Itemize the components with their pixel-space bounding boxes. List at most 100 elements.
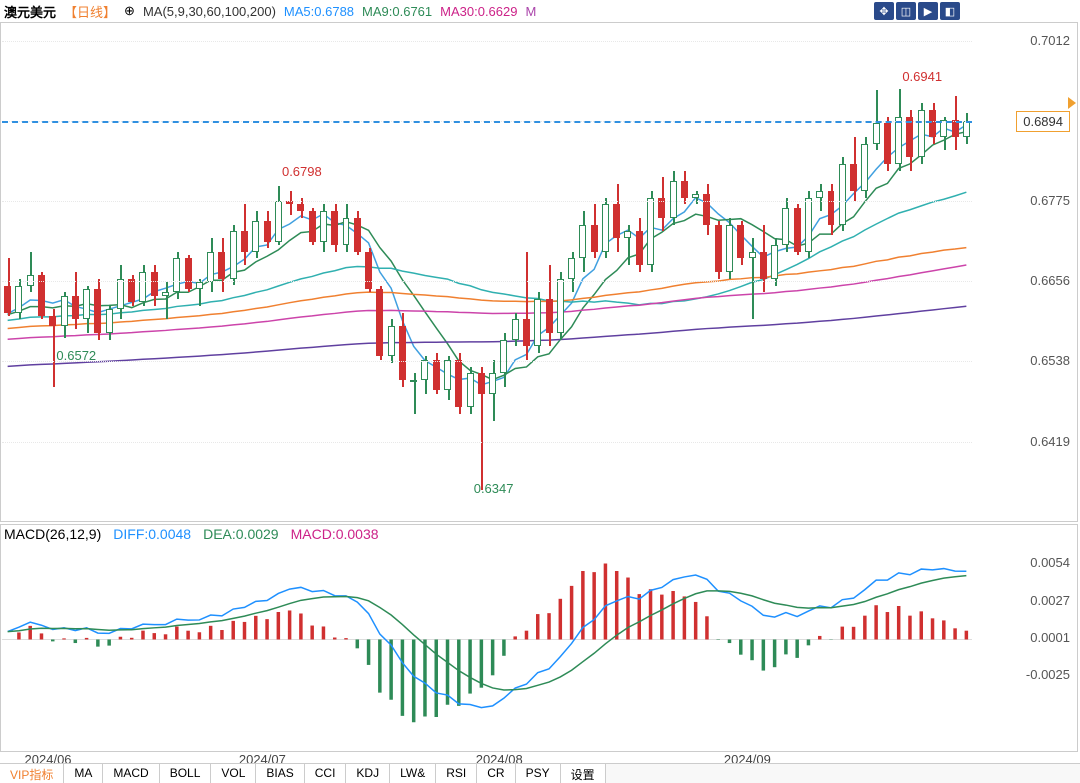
candle[interactable] [295, 22, 306, 522]
candle[interactable] [611, 22, 622, 522]
candle[interactable] [645, 22, 656, 522]
candle[interactable] [431, 22, 442, 522]
candle[interactable] [329, 22, 340, 522]
tab-MACD[interactable]: MACD [103, 764, 159, 783]
candle[interactable] [58, 22, 69, 522]
toolbar-icon-2[interactable]: ◫ [896, 2, 916, 20]
candle[interactable] [758, 22, 769, 522]
macd-chart[interactable] [2, 548, 972, 738]
candle[interactable] [746, 22, 757, 522]
tab-VOL[interactable]: VOL [211, 764, 256, 783]
candle[interactable] [656, 22, 667, 522]
candle[interactable] [137, 22, 148, 522]
candle[interactable] [566, 22, 577, 522]
candle[interactable] [904, 22, 915, 522]
tab-BIAS[interactable]: BIAS [256, 764, 304, 783]
candle[interactable] [419, 22, 430, 522]
candle[interactable] [961, 22, 972, 522]
candle[interactable] [318, 22, 329, 522]
candle[interactable] [476, 22, 487, 522]
tab-VIP指标[interactable]: VIP指标 [0, 764, 64, 783]
candle[interactable] [510, 22, 521, 522]
candle[interactable] [690, 22, 701, 522]
candle[interactable] [273, 22, 284, 522]
tab-BOLL[interactable]: BOLL [160, 764, 212, 783]
candle[interactable] [453, 22, 464, 522]
candle[interactable] [408, 22, 419, 522]
candle[interactable] [803, 22, 814, 522]
candle[interactable] [713, 22, 724, 522]
candle[interactable] [814, 22, 825, 522]
candle[interactable] [927, 22, 938, 522]
tab-MA[interactable]: MA [64, 764, 103, 783]
candle[interactable] [882, 22, 893, 522]
candle[interactable] [600, 22, 611, 522]
candle[interactable] [216, 22, 227, 522]
candle[interactable] [792, 22, 803, 522]
tab-LW&[interactable]: LW& [390, 764, 436, 783]
candle[interactable] [397, 22, 408, 522]
candle[interactable] [70, 22, 81, 522]
candle[interactable] [498, 22, 509, 522]
candle[interactable] [464, 22, 475, 522]
candle[interactable] [284, 22, 295, 522]
candle[interactable] [521, 22, 532, 522]
candle[interactable] [487, 22, 498, 522]
candle[interactable] [340, 22, 351, 522]
tab-CR[interactable]: CR [477, 764, 515, 783]
candle[interactable] [667, 22, 678, 522]
candle[interactable] [160, 22, 171, 522]
ma-more[interactable]: M [525, 4, 536, 19]
candle[interactable] [182, 22, 193, 522]
candle[interactable] [374, 22, 385, 522]
candle[interactable] [385, 22, 396, 522]
candle[interactable] [115, 22, 126, 522]
candle[interactable] [104, 22, 115, 522]
candle[interactable] [205, 22, 216, 522]
candle[interactable] [622, 22, 633, 522]
candle[interactable] [363, 22, 374, 522]
candle[interactable] [555, 22, 566, 522]
candle[interactable] [81, 22, 92, 522]
candle[interactable] [859, 22, 870, 522]
candle[interactable] [228, 22, 239, 522]
candle[interactable] [848, 22, 859, 522]
tab-设置[interactable]: 设置 [561, 764, 606, 783]
candle[interactable] [870, 22, 881, 522]
tab-CCI[interactable]: CCI [305, 764, 347, 783]
candle[interactable] [261, 22, 272, 522]
main-candlestick-chart[interactable] [2, 22, 972, 522]
candle[interactable] [634, 22, 645, 522]
candle[interactable] [126, 22, 137, 522]
candle[interactable] [194, 22, 205, 522]
toolbar-icon-4[interactable]: ◧ [940, 2, 960, 20]
candle[interactable] [916, 22, 927, 522]
candle[interactable] [893, 22, 904, 522]
tab-PSY[interactable]: PSY [516, 764, 561, 783]
candle[interactable] [938, 22, 949, 522]
candle[interactable] [307, 22, 318, 522]
tab-KDJ[interactable]: KDJ [346, 764, 390, 783]
candle[interactable] [837, 22, 848, 522]
refresh-icon[interactable]: ⊕ [124, 3, 135, 19]
candle[interactable] [36, 22, 47, 522]
candle[interactable] [825, 22, 836, 522]
candle[interactable] [171, 22, 182, 522]
candle[interactable] [701, 22, 712, 522]
candle[interactable] [724, 22, 735, 522]
candle[interactable] [780, 22, 791, 522]
candle[interactable] [352, 22, 363, 522]
candle[interactable] [949, 22, 960, 522]
candle[interactable] [149, 22, 160, 522]
candle[interactable] [2, 22, 13, 522]
candle[interactable] [250, 22, 261, 522]
candle[interactable] [769, 22, 780, 522]
candle[interactable] [543, 22, 554, 522]
candle[interactable] [442, 22, 453, 522]
candle[interactable] [589, 22, 600, 522]
candle[interactable] [532, 22, 543, 522]
candle[interactable] [92, 22, 103, 522]
candle[interactable] [47, 22, 58, 522]
candle[interactable] [735, 22, 746, 522]
candle[interactable] [679, 22, 690, 522]
